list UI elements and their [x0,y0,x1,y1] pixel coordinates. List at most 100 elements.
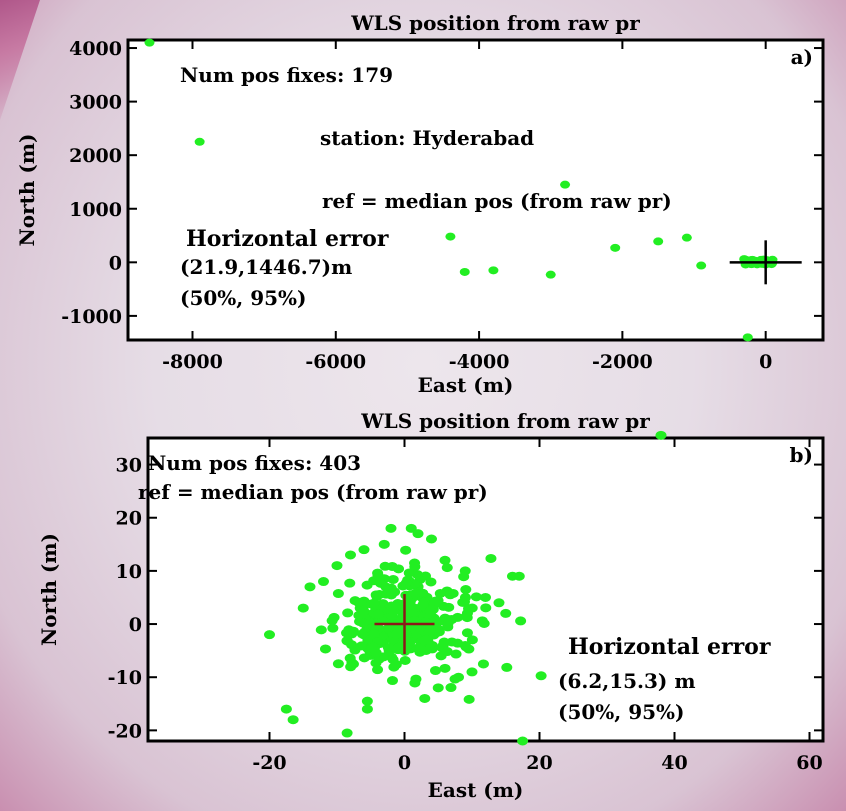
data-point [681,233,692,242]
cluster-point [355,641,367,651]
cluster-point [424,606,436,616]
data-point [493,598,505,608]
y-tick-label: -20 [108,720,142,742]
cluster-point [387,574,399,584]
plot-area [146,436,825,743]
plot-area [126,38,825,342]
annotation: (50%, 95%) [180,286,307,310]
y-axis-label: North (m) [37,533,61,646]
data-point [361,704,373,714]
data-point [480,592,491,602]
annotation: station: Hyderabad [320,126,534,150]
x-tick-label: 20 [526,752,552,774]
y-axis-label: North (m) [15,134,39,247]
cluster-point [419,635,431,645]
chart-title: WLS position from raw pr [360,409,650,433]
cluster-point [356,629,368,639]
cluster-point [400,578,412,588]
x-tick-label: -8000 [162,351,223,373]
cluster-point [370,648,382,658]
cluster-point [411,569,423,579]
data-point [385,523,397,533]
x-axis-label: East (m) [418,373,514,397]
data-point [517,736,529,746]
y-tick-label: 0 [109,252,122,274]
annotation: (6.2,15.3) m [558,669,696,693]
cluster-point [480,603,492,613]
cluster-point [404,597,416,607]
annotation: Num pos fixes: 179 [180,63,393,87]
cluster-point [423,626,435,636]
data-point [419,693,431,703]
cluster-point [399,655,411,665]
annotation: (50%, 95%) [558,700,685,724]
y-tick-label: -10 [108,667,142,689]
cluster-point [344,578,356,588]
cluster-point [343,625,355,635]
cluster-point [445,683,457,693]
cluster-point [342,608,354,618]
panel-label: b) [790,443,813,467]
panel-b: -20 0 20 40 60 -20 -10 0 10 20 30 WLS position from… [37,409,825,802]
cluster-point [332,659,344,669]
data-point [500,608,512,618]
cluster-point [444,590,456,600]
data-point [696,261,707,270]
cluster-point [388,607,400,617]
cluster-point [385,590,397,600]
y-tick-label: 30 [116,455,142,477]
panel-label: a) [791,45,813,69]
y-tick-label: 0 [129,614,142,636]
cluster-point [425,577,437,587]
data-point [560,180,571,189]
data-point [264,630,275,640]
cluster-point [372,568,384,578]
cluster-point [452,612,464,622]
cluster-point [459,592,471,602]
y-tick-label: 3000 [69,92,122,114]
y-tick-label: 4000 [69,38,122,60]
data-point [412,529,424,539]
data-point [742,333,753,342]
cluster-point [470,592,482,602]
cluster-point [442,619,454,629]
x-tick-label: 40 [661,752,687,774]
cluster-point [429,666,441,676]
cluster-point [450,649,462,659]
x-tick-label: -4000 [449,351,510,373]
cluster-point [441,647,453,657]
cluster-point [438,637,450,647]
data-point [304,582,316,592]
cluster-point [379,561,391,571]
x-tick-label: -6000 [305,351,366,373]
annotation: Horizontal error [186,226,389,252]
cluster-point [417,600,429,610]
cluster-point [390,629,402,639]
y-tick-label: -1000 [61,306,122,328]
cluster-point [409,558,421,568]
data-point [345,550,356,560]
x-tick-label: -2000 [592,351,653,373]
data-point [341,728,353,738]
cluster-point [368,598,380,608]
cluster-point [345,662,357,672]
chart-title: WLS position from raw pr [350,11,640,35]
data-point [655,430,667,440]
data-point [545,270,556,279]
cluster-point [410,674,422,684]
cluster-point [371,621,383,631]
cluster-point [332,589,344,599]
cluster-point [388,662,400,672]
panel-a: -8000 -6000 -4000 -2000 0 -1000 0 1000 2000 3000 4… [15,11,825,397]
y-tick-label: 1000 [69,199,122,221]
cluster-point [443,602,455,612]
y-tick-label: 10 [116,561,142,583]
annotation: ref = median pos (from raw pr) [138,480,488,504]
annotation: (21.9,1446.7)m [180,255,352,279]
data-point [459,267,470,276]
cluster-point [353,597,365,607]
data-point [331,561,343,571]
data-point [378,539,390,549]
x-tick-label: -20 [252,752,286,774]
